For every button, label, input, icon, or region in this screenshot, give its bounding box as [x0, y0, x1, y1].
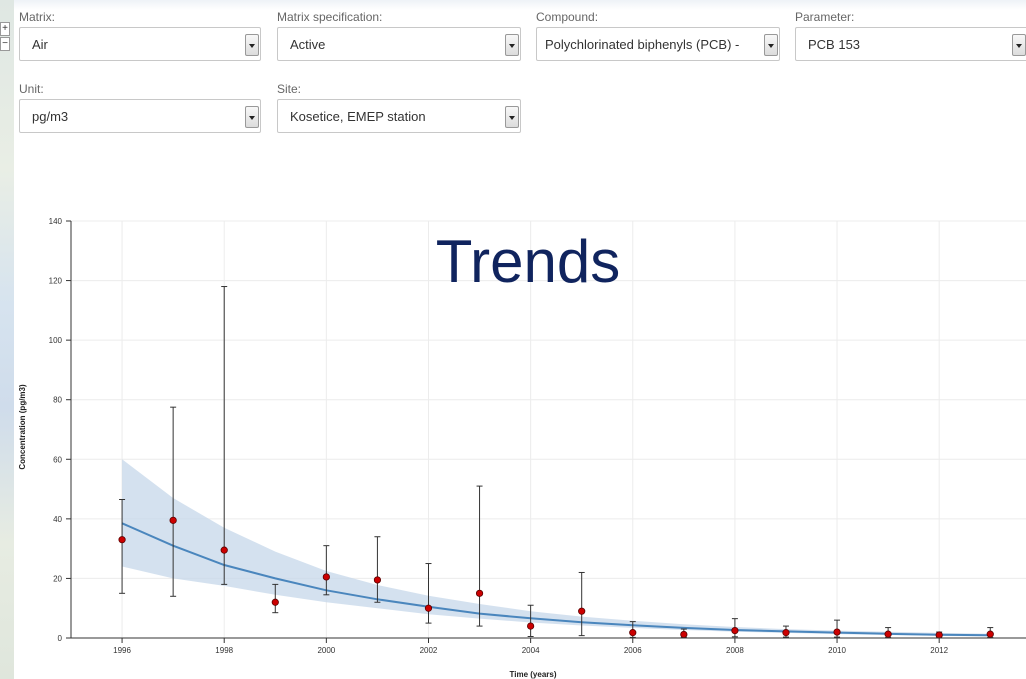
matrix-spec-value: Active [290, 37, 326, 52]
matrix-spec-field: Matrix specification: Active [277, 10, 521, 61]
parameter-label: Parameter: [795, 10, 855, 24]
site-select[interactable]: Kosetice, EMEP station [277, 99, 521, 133]
chart-title: Trends [436, 228, 621, 295]
parameter-field: Parameter: PCB 153 [795, 10, 1026, 61]
y-tick-label: 100 [49, 336, 63, 345]
confidence-band-group [122, 459, 991, 637]
trend-line-group [121, 522, 991, 637]
matrix-spec-select[interactable]: Active [277, 27, 521, 61]
x-tick-label: 2008 [726, 646, 744, 655]
y-tick-label: 60 [53, 455, 62, 464]
map-background: + − [0, 0, 14, 679]
dropdown-arrow-icon[interactable] [764, 34, 778, 56]
x-tick-label: 2006 [624, 646, 642, 655]
data-point [629, 629, 637, 637]
x-tick-label: 1996 [113, 646, 131, 655]
data-point [935, 631, 943, 639]
x-tick-label: 2012 [930, 646, 948, 655]
data-point [578, 607, 586, 615]
parameter-value: PCB 153 [808, 37, 861, 52]
x-tick-label: 2002 [420, 646, 438, 655]
chart-axes: 0 20 40 60 80 100 120 140 1996 1998 2000 2002 2004 20… [49, 217, 1026, 655]
x-axis-title: Time (years) [510, 670, 557, 679]
x-tick-label: 2004 [522, 646, 540, 655]
confidence-band [122, 459, 991, 637]
data-point [118, 536, 126, 544]
site-value: Kosetice, EMEP station [290, 109, 426, 124]
matrix-select[interactable]: Air [19, 27, 261, 61]
data-point [322, 573, 330, 581]
y-tick-label: 0 [58, 634, 63, 643]
unit-field: Unit: pg/m3 [19, 82, 261, 133]
compound-value: Polychlorinated biphenyls (PCB) - [545, 37, 740, 52]
map-zoom-in-button[interactable]: + [0, 22, 10, 36]
data-point [782, 629, 790, 637]
x-tick-label: 2010 [828, 646, 846, 655]
x-tick-label: 2000 [317, 646, 335, 655]
data-point [680, 630, 688, 639]
matrix-value: Air [32, 37, 48, 52]
dropdown-arrow-icon[interactable] [245, 34, 259, 56]
y-axis-title: Concentration (pg/m3) [18, 384, 27, 470]
data-point [424, 604, 433, 612]
compound-label: Compound: [536, 10, 599, 24]
data-point [884, 630, 892, 638]
compound-field: Compound: Polychlorinated biphenyls (PCB… [536, 10, 780, 61]
y-tick-label: 40 [53, 515, 62, 524]
data-point [169, 516, 177, 524]
data-point [220, 546, 228, 554]
data-point [986, 630, 994, 638]
dropdown-arrow-icon[interactable] [505, 34, 519, 56]
trend-line [121, 522, 991, 637]
y-tick-label: 140 [49, 217, 63, 226]
data-points [118, 516, 994, 639]
unit-select[interactable]: pg/m3 [19, 99, 261, 133]
data-point [271, 598, 279, 606]
x-tick-label: 1998 [215, 646, 233, 655]
dropdown-arrow-icon[interactable] [505, 106, 519, 128]
data-point [475, 589, 484, 597]
data-point [833, 628, 841, 636]
matrix-field: Matrix: Air [19, 10, 261, 61]
unit-value: pg/m3 [32, 109, 69, 124]
data-point [731, 626, 739, 635]
y-tick-label: 80 [53, 396, 62, 405]
parameter-select[interactable]: PCB 153 [795, 27, 1026, 61]
y-tick-label: 120 [49, 277, 63, 286]
dropdown-arrow-icon[interactable] [245, 106, 259, 128]
data-point [527, 622, 535, 630]
matrix-label: Matrix: [19, 10, 55, 24]
unit-label: Unit: [19, 82, 44, 96]
data-point [373, 576, 382, 584]
y-tick-label: 20 [53, 574, 62, 583]
header-fade [14, 0, 1026, 10]
site-field: Site: Kosetice, EMEP station [277, 82, 521, 133]
map-zoom-out-button[interactable]: − [0, 37, 10, 51]
matrix-spec-label: Matrix specification: [277, 10, 383, 24]
site-label: Site: [277, 82, 302, 96]
compound-select[interactable]: Polychlorinated biphenyls (PCB) - [536, 27, 780, 61]
